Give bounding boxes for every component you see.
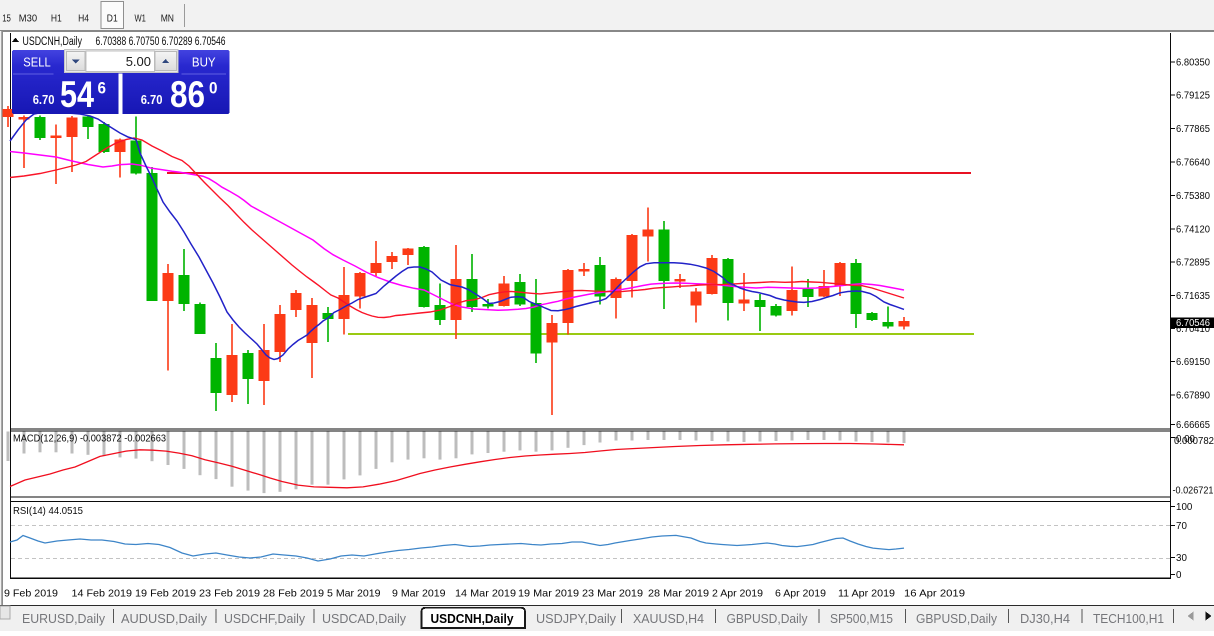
svg-text:-0.026721: -0.026721 [1173,486,1214,497]
svg-text:5.00: 5.00 [126,54,151,69]
svg-text:23 Mar 2019: 23 Mar 2019 [582,589,643,600]
svg-text:16 Apr 2019: 16 Apr 2019 [904,589,965,600]
svg-text:86: 86 [170,74,205,115]
svg-text:SP500,M15: SP500,M15 [830,611,893,626]
svg-text:USDCNH,Daily: USDCNH,Daily [431,611,515,626]
svg-text:6.71635: 6.71635 [1176,291,1211,302]
svg-text:USDJPY,Daily: USDJPY,Daily [536,611,616,626]
svg-text:9 Mar 2019: 9 Mar 2019 [392,589,446,600]
svg-text:MN: MN [161,14,174,25]
svg-text:0.00: 0.00 [1176,434,1196,445]
svg-text:6.77865: 6.77865 [1176,124,1211,135]
svg-text:H4: H4 [78,14,89,25]
svg-text:6.67890: 6.67890 [1176,391,1211,402]
svg-text:W1: W1 [135,14,147,25]
svg-text:28 Feb 2019: 28 Feb 2019 [263,589,324,600]
svg-text:6.70410: 6.70410 [1176,324,1211,335]
svg-text:GBPUSD,Daily: GBPUSD,Daily [727,611,808,626]
svg-text:USDCHF,Daily: USDCHF,Daily [224,611,305,626]
svg-text:6.69150: 6.69150 [1176,357,1211,368]
svg-text:23 Feb 2019: 23 Feb 2019 [199,589,260,600]
svg-text:6.70388 6.70750 6.70289 6.7054: 6.70388 6.70750 6.70289 6.70546 [96,36,226,48]
svg-text:6.66665: 6.66665 [1176,420,1211,431]
svg-text:TECH100,H1: TECH100,H1 [1093,611,1164,626]
svg-text:30: 30 [1176,553,1187,564]
svg-text:EURUSD,Daily: EURUSD,Daily [22,611,105,626]
svg-text:100: 100 [1176,502,1193,513]
svg-text:70: 70 [1176,521,1187,532]
svg-text:XAUUSD,H4: XAUUSD,H4 [633,611,704,626]
svg-text:6: 6 [98,79,107,98]
svg-text:DJ30,H4: DJ30,H4 [1020,611,1070,626]
svg-text:6 Apr 2019: 6 Apr 2019 [775,589,826,600]
svg-text:MACD(12,26,9) -0.003872 -0.002: MACD(12,26,9) -0.003872 -0.002663 [13,433,166,445]
svg-text:6.80350: 6.80350 [1176,58,1211,69]
svg-text:0: 0 [209,79,218,98]
svg-text:19 Feb 2019: 19 Feb 2019 [135,589,196,600]
svg-text:RSI(14) 44.0515: RSI(14) 44.0515 [13,505,83,517]
svg-text:GBPUSD,Daily: GBPUSD,Daily [916,611,997,626]
svg-text:AUDUSD,Daily: AUDUSD,Daily [121,611,207,626]
svg-text:D1: D1 [107,14,118,25]
svg-text:6.70: 6.70 [141,92,163,107]
svg-text:14 Mar 2019: 14 Mar 2019 [455,589,516,600]
svg-text:6.76640: 6.76640 [1176,158,1211,169]
svg-text:6.79125: 6.79125 [1176,91,1211,102]
svg-text:6.70: 6.70 [33,92,55,107]
svg-text:6.70546: 6.70546 [1176,318,1211,329]
svg-text:USDCAD,Daily: USDCAD,Daily [322,611,406,626]
svg-text:SELL: SELL [23,56,50,70]
svg-text:15: 15 [2,14,11,25]
svg-text:19 Mar 2019: 19 Mar 2019 [518,589,579,600]
svg-text:14 Feb 2019: 14 Feb 2019 [72,589,133,600]
svg-text:5 Mar 2019: 5 Mar 2019 [327,589,381,600]
svg-text:2 Apr 2019: 2 Apr 2019 [712,589,763,600]
svg-text:9 Feb 2019: 9 Feb 2019 [4,589,58,600]
svg-text:USDCNH,Daily: USDCNH,Daily [23,36,83,48]
svg-text:54: 54 [60,74,94,115]
svg-text:0.000782: 0.000782 [1174,436,1214,447]
svg-text:0: 0 [1176,570,1182,581]
svg-text:6.72895: 6.72895 [1176,258,1211,269]
svg-text:11 Apr 2019: 11 Apr 2019 [838,589,895,600]
svg-text:28 Mar 2019: 28 Mar 2019 [648,589,709,600]
svg-text:BUY: BUY [192,56,216,70]
svg-text:6.75380: 6.75380 [1176,191,1211,202]
svg-text:M30: M30 [19,14,38,25]
svg-text:6.74120: 6.74120 [1176,225,1211,236]
svg-text:H1: H1 [51,14,62,25]
